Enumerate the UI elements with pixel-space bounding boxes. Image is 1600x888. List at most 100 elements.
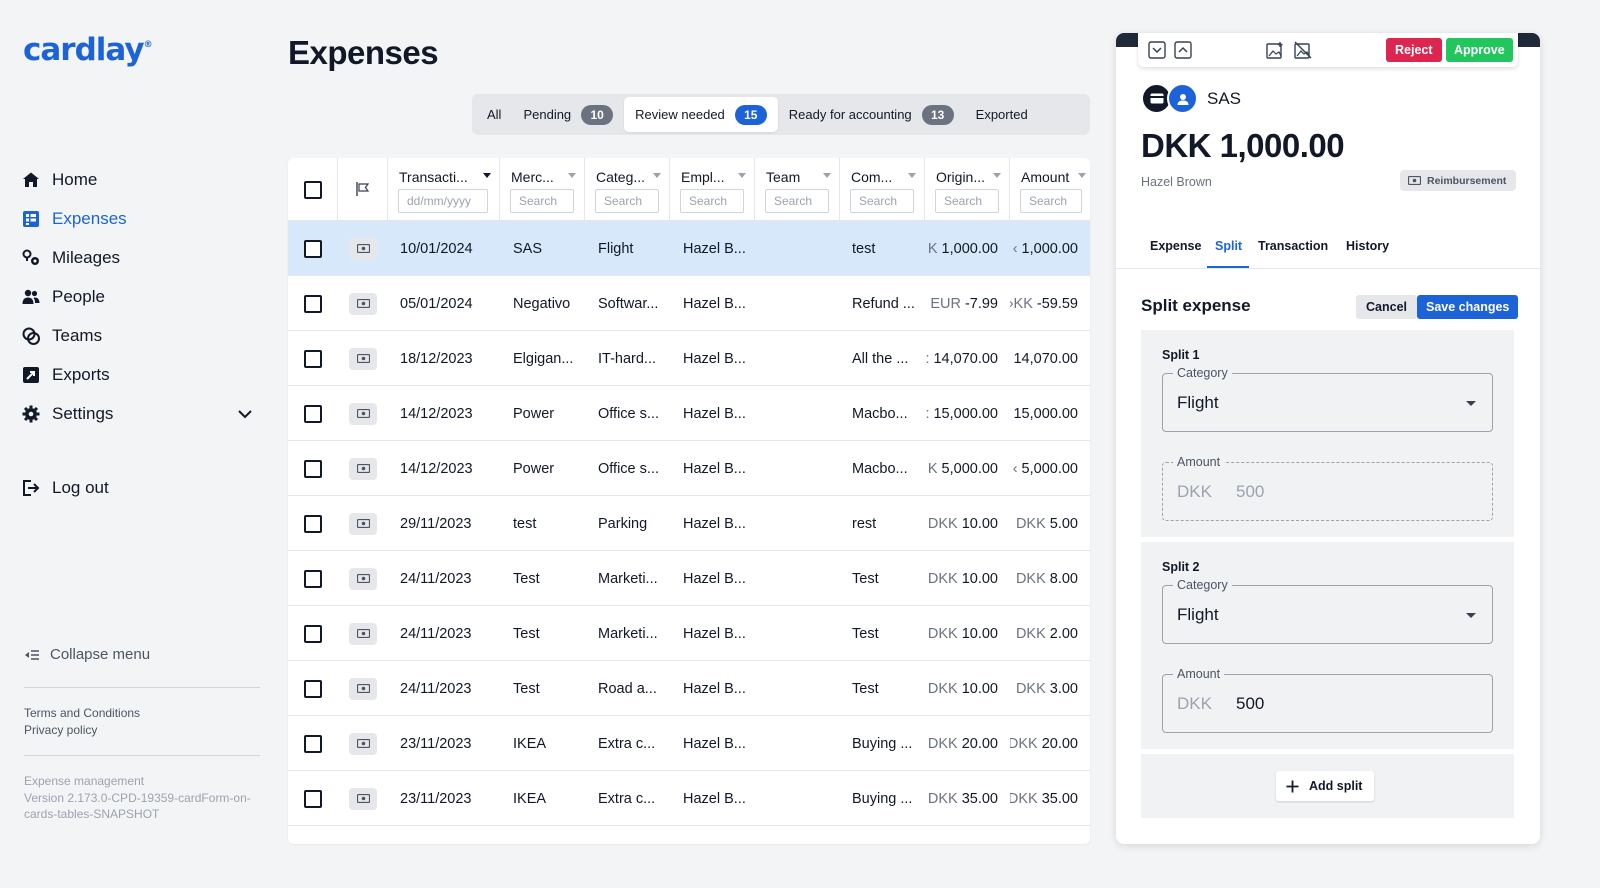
tab-pending[interactable]: Pending 10 — [512, 97, 624, 132]
table-row[interactable]: 24/11/2023 Test Road a... Hazel B... Test DKK… — [288, 661, 1090, 716]
split-2-amount-input[interactable]: Amount DKK 500 — [1162, 667, 1493, 733]
tab-split[interactable]: Split — [1215, 239, 1243, 253]
row-checkbox[interactable] — [304, 569, 322, 588]
column-label[interactable]: Team — [766, 169, 801, 185]
tab-label: Pending — [523, 107, 572, 122]
row-checkbox[interactable] — [304, 624, 322, 643]
cell-date: 10/01/2024 — [400, 240, 473, 257]
sidebar-item-settings[interactable]: Settings — [22, 394, 252, 433]
row-checkbox[interactable] — [304, 349, 322, 368]
cell-original-amount: DKK 20.00 — [925, 716, 998, 771]
cash-icon — [349, 512, 377, 535]
table-row[interactable]: 14/12/2023 Power Office s... Hazel B... Macb… — [288, 441, 1090, 496]
table-row[interactable]: 14/12/2023 Power Office s... Hazel B... Macb… — [288, 386, 1090, 441]
row-checkbox[interactable] — [304, 459, 322, 478]
amount-filter-input[interactable] — [1020, 189, 1082, 213]
sidebar-item-exports[interactable]: Exports — [22, 355, 252, 394]
split-title: Split 2 — [1162, 560, 1200, 574]
next-down-icon[interactable] — [1148, 41, 1166, 59]
sidebar-item-expenses[interactable]: Expenses — [22, 199, 252, 238]
merchant-filter-input[interactable] — [510, 189, 574, 213]
column-label[interactable]: Categ... — [596, 169, 646, 185]
row-checkbox[interactable] — [304, 514, 322, 533]
terms-link[interactable]: Terms and Conditions — [24, 706, 141, 720]
row-type-cell — [349, 551, 379, 606]
row-checkbox[interactable] — [304, 679, 322, 698]
row-checkbox[interactable] — [304, 404, 322, 423]
sort-icon[interactable] — [653, 173, 661, 178]
table-row[interactable]: 24/11/2023 Test Marketi... Hazel B... Test DK… — [288, 551, 1090, 606]
table-row[interactable]: 23/11/2023 IKEA Extra c... Hazel B... Buying… — [288, 771, 1090, 826]
currency-code: DKK — [927, 735, 958, 752]
sidebar-item-home[interactable]: Home — [22, 160, 252, 199]
table-row[interactable]: 23/11/2023 IKEA Extra c... Hazel B... Buying… — [288, 716, 1090, 771]
tab-transaction[interactable]: Transaction — [1258, 239, 1329, 253]
tab-ready-for-accounting[interactable]: Ready for accounting 13 — [778, 97, 965, 132]
cell-comment: Macbo... — [852, 460, 908, 477]
sidebar-item-people[interactable]: People — [22, 277, 252, 316]
cell-employee: Hazel B... — [683, 295, 746, 312]
previous-up-icon[interactable] — [1174, 41, 1192, 59]
cell-merchant: Negativo — [513, 295, 571, 312]
row-checkbox[interactable] — [304, 239, 322, 258]
column-label[interactable]: Com... — [851, 169, 893, 185]
sidebar-item-mileages[interactable]: Mileages — [22, 238, 252, 277]
sort-icon[interactable] — [1078, 173, 1086, 178]
approve-button[interactable]: Approve — [1446, 38, 1513, 62]
privacy-link[interactable]: Privacy policy — [24, 723, 98, 737]
sidebar-item-label: Teams — [52, 325, 103, 345]
amount-value: 1,000.00 — [941, 240, 998, 257]
row-checkbox[interactable] — [304, 734, 322, 753]
table-row[interactable]: 18/12/2023 Elgigan... IT-hard... Hazel B...… — [288, 331, 1090, 386]
original-amount-filter-input[interactable] — [935, 189, 999, 213]
flag-icon[interactable] — [355, 181, 371, 202]
sort-desc-icon[interactable] — [483, 173, 491, 178]
tab-expense[interactable]: Expense — [1150, 239, 1202, 253]
save-changes-button[interactable]: Save changes — [1417, 295, 1519, 319]
select-all-checkbox[interactable] — [304, 181, 322, 199]
sidebar-item-label: People — [52, 286, 105, 306]
row-checkbox[interactable] — [304, 294, 322, 313]
column-label[interactable]: Amount — [1021, 169, 1070, 185]
row-checkbox[interactable] — [304, 789, 322, 808]
row-type-cell — [349, 221, 379, 276]
cell-amount: DKK 3.00 — [1010, 661, 1078, 716]
table-row[interactable]: 24/11/2023 Test Marketi... Hazel B... Test DK… — [288, 606, 1090, 661]
column-label[interactable]: Origin... — [936, 169, 986, 185]
cash-icon — [349, 677, 377, 700]
employee-filter-input[interactable] — [680, 189, 744, 213]
comment-filter-input[interactable] — [850, 189, 914, 213]
tab-exported[interactable]: Exported — [965, 97, 1039, 132]
split-2-category-select[interactable]: Category Flight — [1162, 578, 1493, 644]
tab-history[interactable]: History — [1346, 239, 1390, 253]
sort-icon[interactable] — [908, 173, 916, 178]
remove-receipt-icon[interactable] — [1294, 41, 1312, 59]
column-label[interactable]: Empl... — [681, 169, 725, 185]
table-row[interactable]: 10/01/2024 SAS Flight Hazel B... test K 1,000.… — [288, 221, 1090, 276]
column-label[interactable]: Transacti... — [399, 169, 468, 185]
tab-review-needed[interactable]: Review needed 15 — [624, 97, 778, 132]
sort-icon[interactable] — [568, 173, 576, 178]
split-1-category-select[interactable]: Category Flight — [1162, 366, 1493, 432]
cell-date: 24/11/2023 — [400, 625, 472, 642]
category-filter-input[interactable] — [595, 189, 659, 213]
cardlay-logo[interactable]: cardlay® — [23, 32, 153, 68]
sort-icon[interactable] — [823, 173, 831, 178]
add-receipt-icon[interactable] — [1266, 41, 1284, 59]
count-badge: 15 — [734, 104, 767, 125]
sidebar-item-teams[interactable]: Teams — [22, 316, 252, 355]
team-filter-input[interactable] — [765, 189, 829, 213]
date-filter-input[interactable] — [398, 189, 488, 213]
table-row[interactable]: 05/01/2024 Negativo Softwar... Hazel B... Re… — [288, 276, 1090, 331]
sort-icon[interactable] — [738, 173, 746, 178]
logout-button[interactable]: Log out — [22, 478, 109, 498]
table-row[interactable]: 29/11/2023 test Parking Hazel B... rest DKK 10… — [288, 496, 1090, 551]
collapse-menu-button[interactable]: Collapse menu — [24, 646, 150, 663]
sort-icon[interactable] — [993, 173, 1001, 178]
cancel-button[interactable]: Cancel — [1356, 295, 1417, 319]
tab-all[interactable]: All — [476, 97, 512, 132]
chevron-down-icon[interactable] — [238, 404, 252, 424]
column-label[interactable]: Merc... — [511, 169, 554, 185]
reject-button[interactable]: Reject — [1386, 38, 1442, 62]
add-split-button[interactable]: Add split — [1276, 771, 1375, 801]
